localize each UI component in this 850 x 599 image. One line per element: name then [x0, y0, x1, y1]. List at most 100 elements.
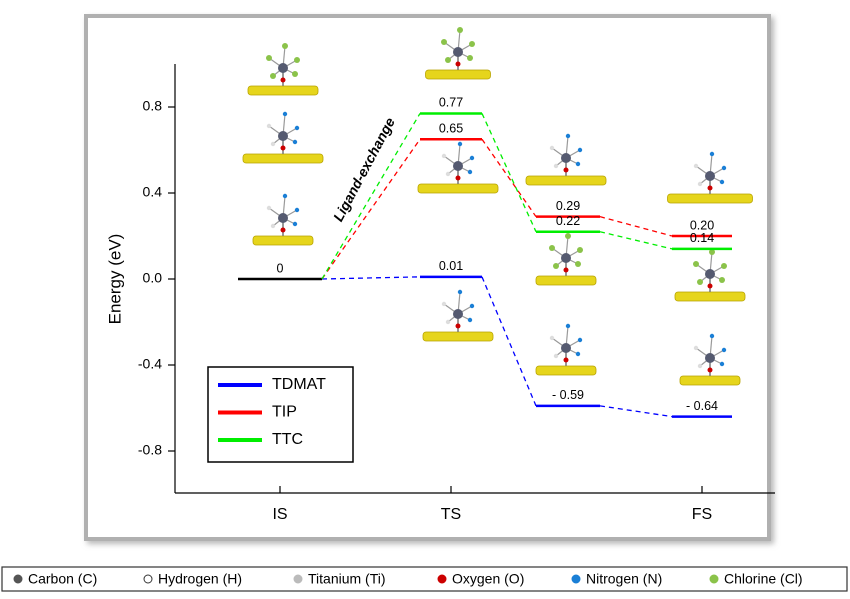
surface-slab — [247, 85, 319, 96]
atom — [561, 153, 571, 163]
y-axis-label: Energy (eV) — [105, 234, 124, 325]
surface-slab — [535, 275, 597, 286]
atom — [565, 323, 571, 329]
value-label: 0.01 — [439, 259, 463, 273]
atom — [282, 193, 288, 199]
atom — [457, 289, 463, 295]
value-label: 0 — [277, 261, 284, 275]
atom — [467, 169, 473, 175]
atom — [707, 367, 713, 373]
atom — [693, 345, 699, 351]
atom — [563, 357, 569, 363]
atom — [278, 213, 288, 223]
atom — [294, 207, 300, 213]
y-tick-label: -0.4 — [138, 356, 162, 372]
legend-label: TTC — [272, 431, 303, 448]
atom-legend-box — [1, 566, 848, 592]
value-label: - 0.64 — [686, 399, 718, 413]
atom — [577, 247, 583, 253]
atom — [280, 145, 286, 151]
atom — [721, 263, 727, 269]
y-tick-label: 0.0 — [143, 270, 163, 286]
y-tick-label: 0.4 — [143, 184, 163, 200]
atom — [455, 323, 461, 329]
atom-label: Oxygen (O) — [452, 571, 524, 587]
atom — [453, 161, 463, 171]
atom-swatch — [143, 574, 153, 584]
atom — [721, 347, 727, 353]
atom — [445, 319, 451, 325]
value-label: 0.29 — [556, 199, 580, 213]
atom — [707, 283, 713, 289]
atom — [575, 261, 581, 267]
atom — [445, 171, 451, 177]
atom — [697, 363, 703, 369]
atom-label: Nitrogen (N) — [586, 571, 662, 587]
atom — [721, 165, 727, 171]
atom — [565, 133, 571, 139]
atom-label: Chlorine (Cl) — [724, 571, 803, 587]
connector — [599, 405, 673, 418]
atom — [549, 145, 555, 151]
atom — [445, 57, 451, 63]
atom — [270, 73, 276, 79]
atom-swatch — [709, 574, 719, 584]
connector — [481, 138, 537, 218]
surface-slab — [667, 193, 753, 204]
surface-slab — [525, 175, 607, 186]
connector — [321, 276, 421, 280]
y-tick-label: -0.8 — [138, 442, 162, 458]
atom — [469, 41, 475, 47]
surface-slab — [535, 365, 597, 376]
atom — [577, 337, 583, 343]
atom-swatch — [293, 574, 303, 584]
atom — [563, 267, 569, 273]
atom — [553, 163, 559, 169]
value-label: 0.65 — [439, 122, 463, 136]
surface-slab — [422, 331, 494, 342]
connector — [599, 231, 673, 250]
atom — [705, 171, 715, 181]
atom — [563, 167, 569, 173]
atom — [441, 301, 447, 307]
atom — [705, 269, 715, 279]
atom — [469, 303, 475, 309]
atom — [280, 227, 286, 233]
atom — [282, 111, 288, 117]
value-label: 0.14 — [690, 231, 714, 245]
atom — [575, 161, 581, 167]
atom — [455, 61, 461, 67]
atom — [575, 351, 581, 357]
surface-slab — [417, 183, 499, 194]
surface-slab — [674, 291, 746, 302]
surface-slab — [242, 153, 324, 164]
atom — [453, 47, 463, 57]
atom — [719, 361, 725, 367]
atom — [561, 343, 571, 353]
atom — [441, 153, 447, 159]
atom — [453, 309, 463, 319]
atom — [707, 185, 713, 191]
atom — [292, 71, 298, 77]
atom — [709, 151, 715, 157]
atom-swatch — [13, 574, 23, 584]
x-tick-label: IS — [272, 506, 287, 523]
atom — [709, 333, 715, 339]
x-tick-label: TS — [441, 506, 461, 523]
atom — [467, 317, 473, 323]
atom — [292, 221, 298, 227]
atom — [294, 57, 300, 63]
connector — [321, 138, 421, 280]
atom — [270, 223, 276, 229]
value-label: 0.20 — [690, 218, 714, 232]
atom — [266, 123, 272, 129]
atom — [719, 277, 725, 283]
atom — [693, 261, 699, 267]
atom — [553, 353, 559, 359]
atom — [697, 279, 703, 285]
atom — [457, 141, 463, 147]
atom — [270, 141, 276, 147]
atom — [565, 233, 571, 239]
value-label: 0.77 — [439, 96, 463, 110]
